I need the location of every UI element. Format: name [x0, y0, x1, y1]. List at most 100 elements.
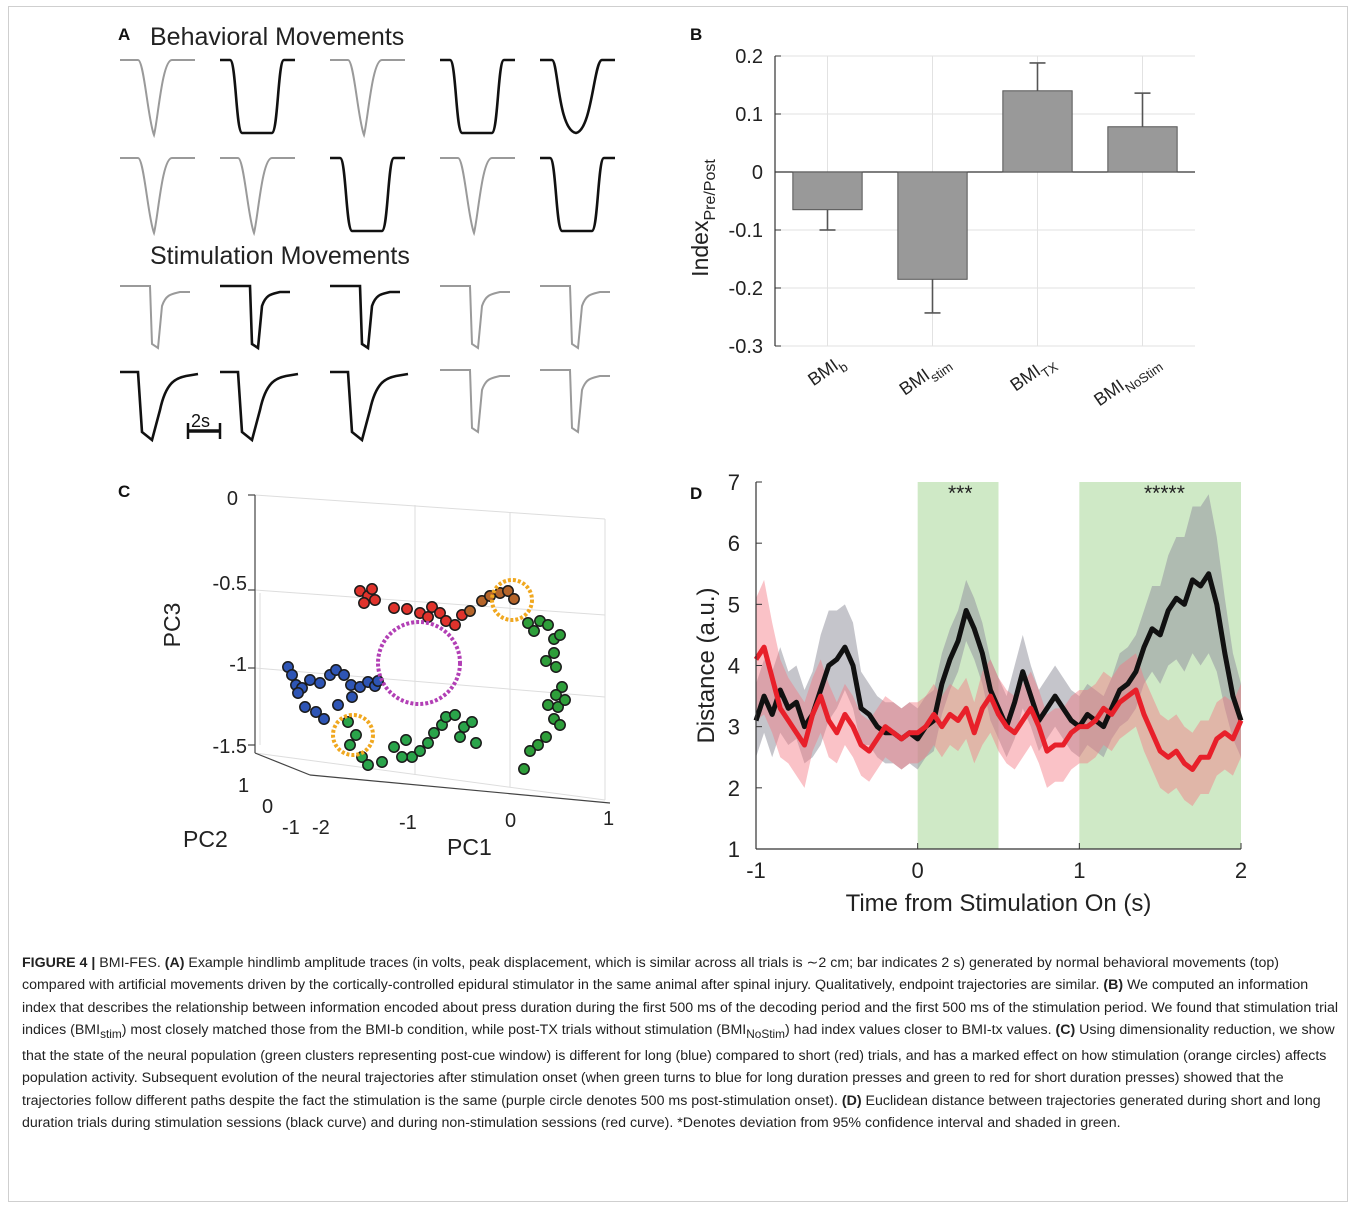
movement-trace	[440, 369, 510, 434]
figure-caption: FIGURE 4 | BMI-FES. (A) Example hindlimb…	[22, 952, 1340, 1134]
pc2-tick-2: -1	[282, 817, 300, 839]
pc-point	[449, 709, 461, 721]
pc-point	[369, 594, 381, 606]
movement-trace	[440, 285, 510, 350]
pc-point	[388, 741, 400, 753]
pc3-label: PC3	[159, 603, 185, 648]
movement-trace	[120, 157, 195, 237]
bar-y-tick-label: -0.2	[729, 278, 763, 300]
caption-a-text: Example hindlimb amplitude traces (in vo…	[22, 955, 1279, 994]
movement-trace	[220, 58, 295, 135]
stim-circle-bottom	[331, 713, 375, 757]
d-y-tick-label: 1	[728, 837, 740, 862]
d-x-label: Time from Stimulation On (s)	[846, 890, 1152, 917]
bar-y-tick-label: 0.1	[735, 104, 763, 126]
pc2-tick-1: 0	[262, 796, 273, 818]
bar-y-tick-label: 0.2	[735, 46, 763, 68]
pc-point	[542, 619, 554, 631]
bar-category-label-2: BMITX	[1006, 351, 1060, 400]
figure-frame	[8, 6, 1348, 1202]
bar-y-tick-label: -0.3	[729, 336, 763, 358]
caption-c-text: Using dimensionality reduction, we show …	[22, 1021, 1335, 1109]
pc-point	[400, 734, 412, 746]
bar-0	[792, 171, 863, 211]
pc-point	[524, 745, 536, 757]
movement-trace	[120, 59, 195, 139]
movement-trace	[330, 370, 409, 443]
caption-c-tag: (C)	[1055, 1021, 1076, 1038]
caption-b-sub-2: NoStim	[746, 1026, 786, 1041]
caption-b-tag: (B)	[1103, 977, 1124, 994]
panel-b-letter: B	[690, 25, 702, 44]
bar-3	[1107, 126, 1178, 173]
pc1-tick-0: -2	[312, 817, 330, 839]
bar-1	[897, 171, 968, 280]
pc-point	[362, 759, 374, 771]
panel-c-letter: C	[118, 482, 130, 501]
pc1-tick-2: 0	[505, 810, 516, 832]
stars-right: *****	[1144, 482, 1185, 505]
panel-b-ylabel: IndexPre/Post	[687, 159, 719, 277]
stim-circle-top	[490, 578, 534, 622]
pc1-tick-1: -1	[399, 812, 417, 834]
scale-bar: 2s	[186, 411, 222, 439]
pc-point	[554, 629, 566, 641]
trace-grid	[120, 58, 615, 443]
pc-point	[559, 694, 571, 706]
distance-line-1	[753, 644, 1244, 772]
bar-2	[1002, 90, 1073, 173]
d-x-tick-label: 1	[1073, 858, 1085, 883]
d-x-tick-label: -1	[746, 858, 766, 883]
bar-category-label-0: BMIb	[804, 351, 850, 394]
pc2-label: PC2	[183, 826, 228, 852]
pc-point	[299, 701, 311, 713]
bar-y-tick-label: 0	[752, 162, 763, 184]
caption-b-sub-1: stim	[100, 1026, 122, 1041]
movement-trace	[330, 284, 400, 351]
pc-axes	[248, 494, 611, 804]
movement-trace	[540, 156, 615, 233]
movement-trace	[220, 157, 295, 237]
pc-point	[422, 611, 434, 623]
movement-trace	[220, 284, 290, 351]
scale-bar-label: 2s	[191, 411, 210, 431]
confidence-band-1	[756, 579, 1241, 807]
caption-b-text-3: ) had index values closer to BMI-tx valu…	[785, 1021, 1056, 1038]
d-y-tick-label: 4	[728, 654, 740, 679]
movement-trace	[540, 369, 610, 434]
d-y-tick-label: 3	[728, 715, 740, 740]
panel-a: A Behavioral Movements Stimulation Movem…	[118, 23, 615, 443]
pc-point	[540, 655, 552, 667]
pc-point	[344, 739, 356, 751]
pc-scatter	[282, 583, 571, 775]
pc-point	[518, 763, 530, 775]
stimulation-title: Stimulation Movements	[150, 242, 410, 270]
d-x-tick-label: 0	[912, 858, 924, 883]
pc-point	[366, 583, 378, 595]
pc-point	[428, 727, 440, 739]
distance-chart: 1 2 3 4 5 6 7 -1 0 1 2 Time from Stimulation On (s)…	[693, 470, 1247, 917]
pc-point	[522, 617, 534, 629]
d-y-tick-label: 7	[728, 470, 740, 495]
pc1-tick-3: 1	[603, 808, 614, 830]
pc-point	[470, 737, 482, 749]
pc-point	[338, 669, 350, 681]
movement-trace	[330, 156, 405, 233]
pc-point	[396, 751, 408, 763]
panel-d-letter: D	[690, 484, 702, 503]
caption-title: BMI-FES.	[95, 955, 165, 971]
pc-point	[292, 687, 304, 699]
pc-point	[466, 716, 478, 728]
caption-b-text-1: We computed an information index that de…	[22, 977, 1339, 1038]
d-y-label: Distance (a.u.)	[693, 587, 720, 743]
pc-point	[532, 739, 544, 751]
pc-point	[454, 731, 466, 743]
movement-trace	[120, 285, 190, 350]
movement-trace	[220, 370, 299, 443]
stars-left: ***	[948, 482, 973, 505]
pc-point	[556, 681, 568, 693]
panel-b: B IndexPre/Post 0.2 0.1 0 -0.1 -0.2 -0.3 BMIb B…	[687, 25, 1195, 410]
pc-point	[528, 625, 540, 637]
pc-point	[540, 731, 552, 743]
pc-point	[426, 601, 438, 613]
